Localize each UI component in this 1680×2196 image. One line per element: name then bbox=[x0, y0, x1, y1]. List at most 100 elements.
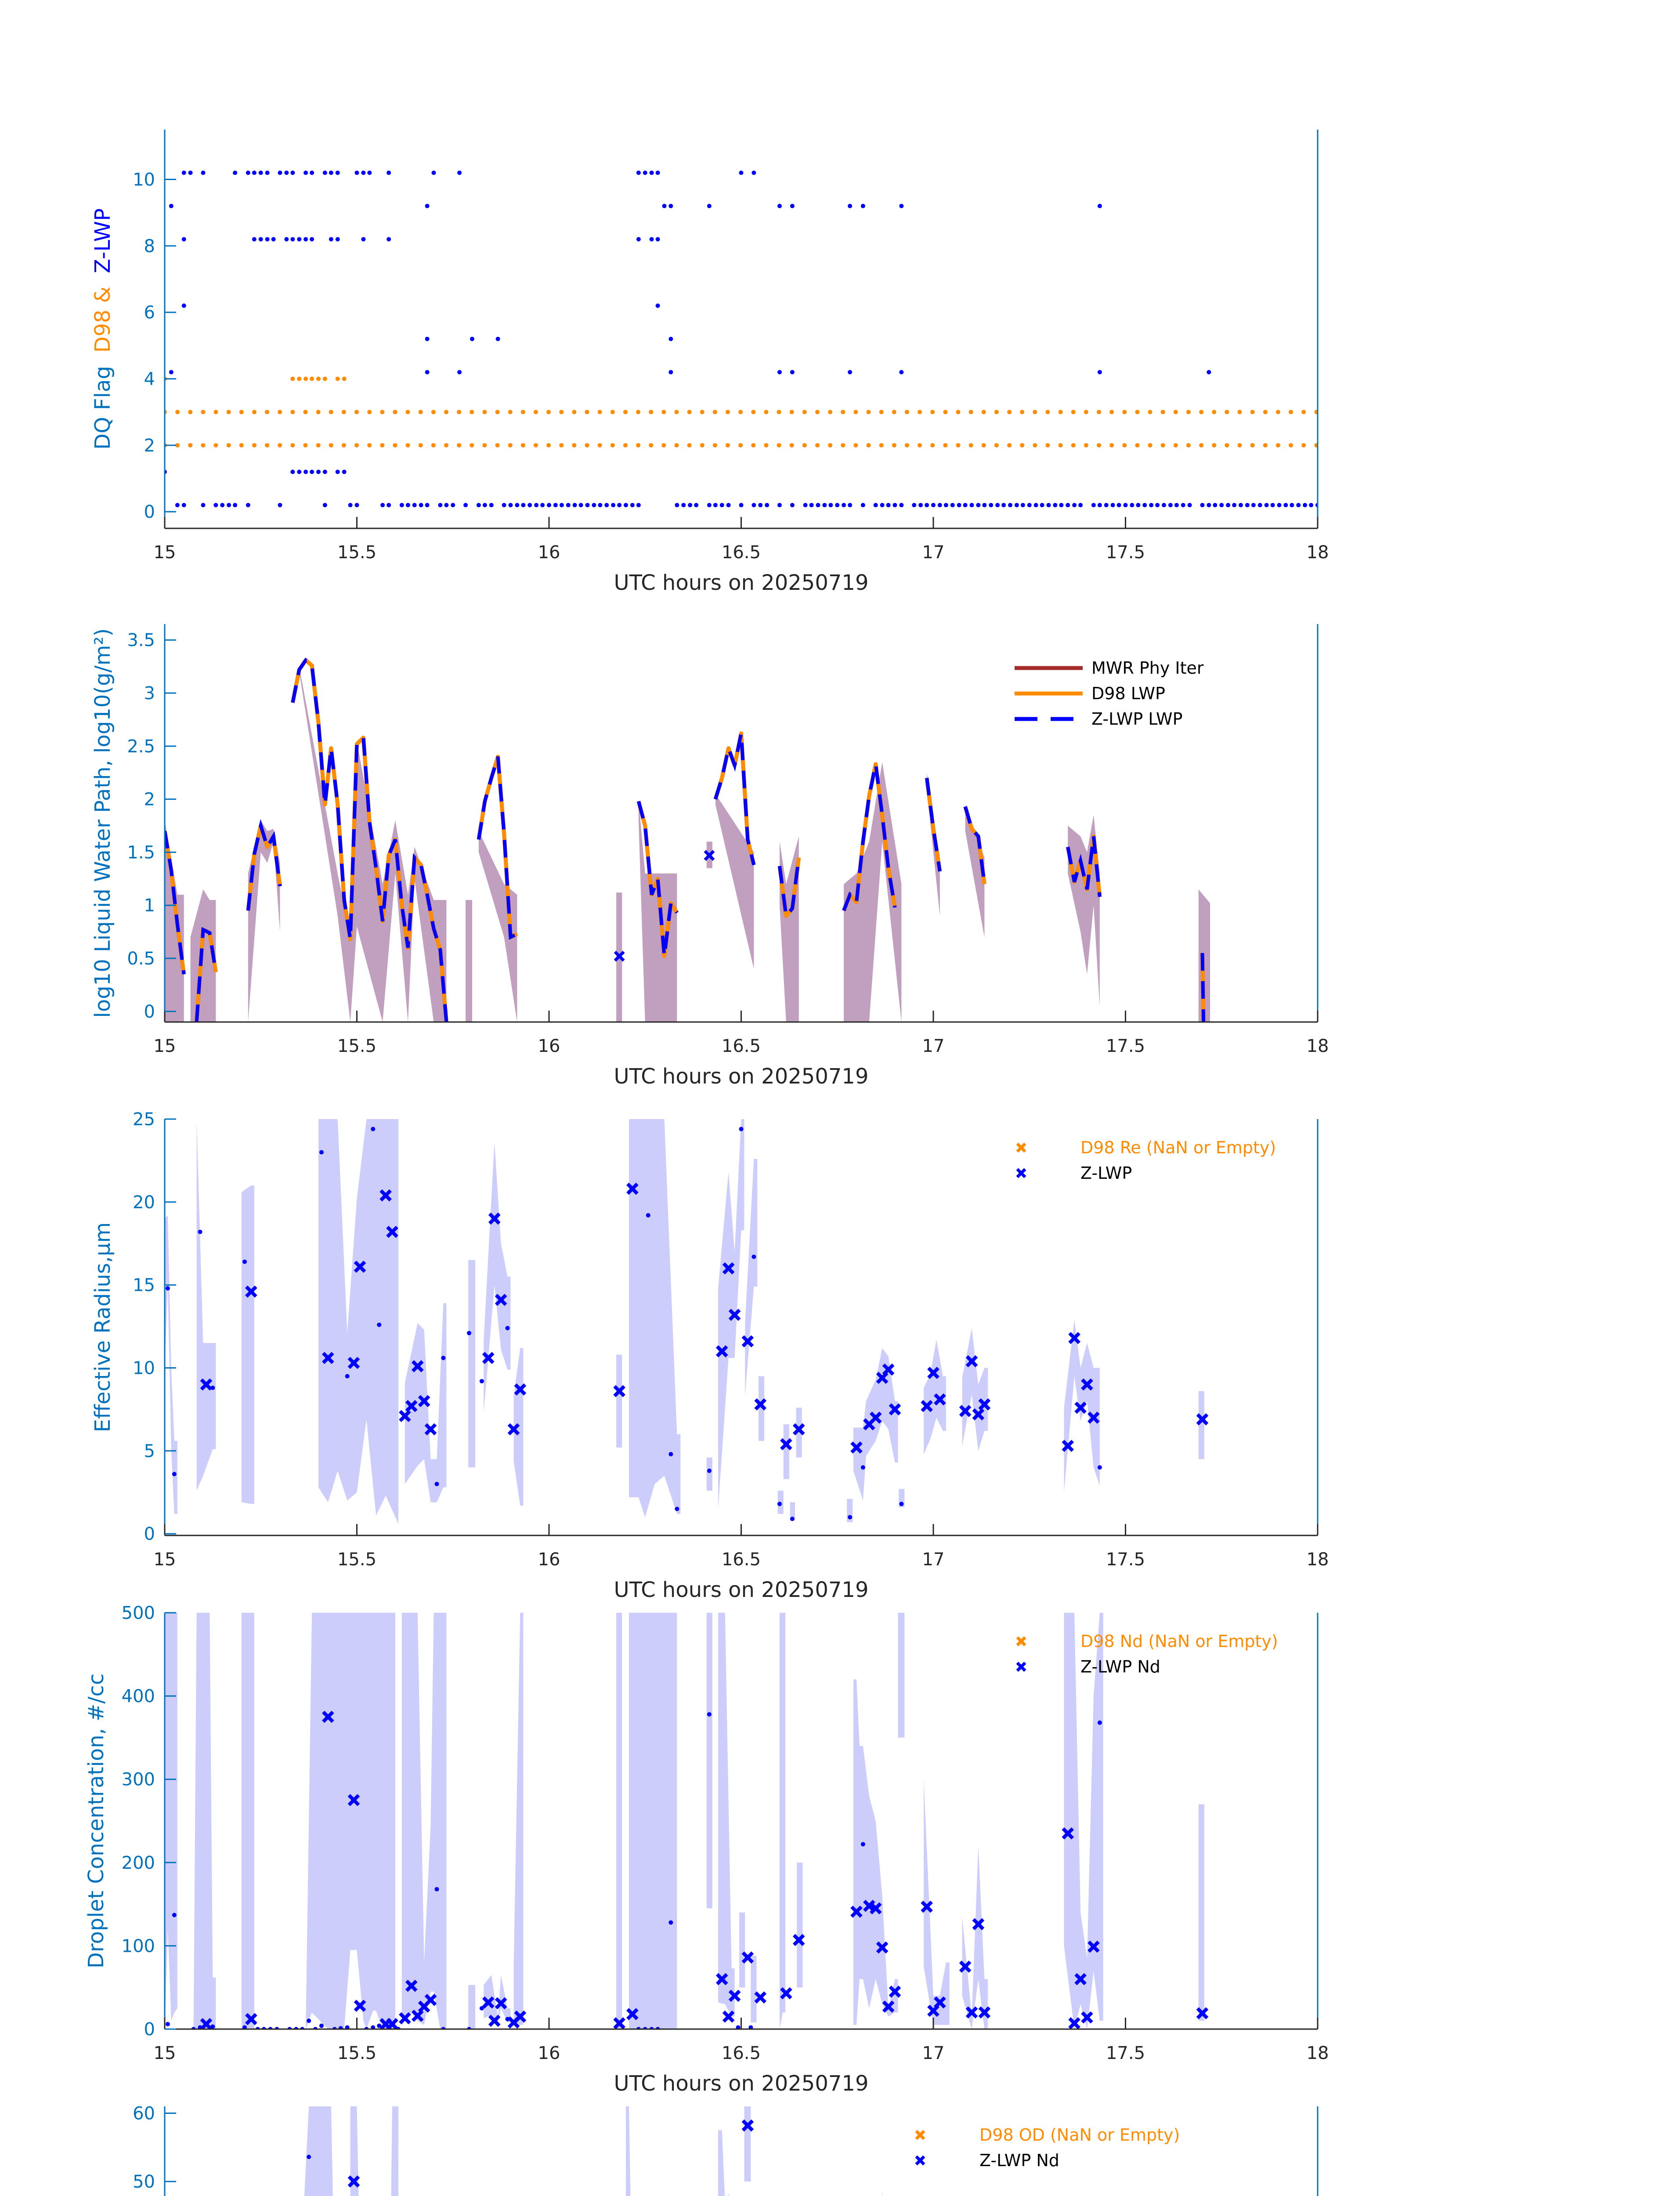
x-tick-label: 15 bbox=[154, 1549, 176, 1570]
dq-point bbox=[1263, 410, 1268, 415]
uncertainty-band bbox=[165, 1215, 177, 1514]
dq-point bbox=[278, 503, 282, 508]
uncertainty-band bbox=[718, 1119, 744, 1509]
dq-point bbox=[1212, 410, 1217, 415]
legend-label: Z-LWP LWP bbox=[1091, 709, 1183, 729]
dq-point bbox=[233, 503, 238, 508]
dq-point bbox=[566, 503, 571, 508]
y-axis-label: DQ Flag D98 & Z-LWP bbox=[90, 208, 115, 450]
uncertainty-band bbox=[751, 1956, 757, 2023]
dq-point bbox=[930, 443, 935, 448]
dq-point bbox=[675, 503, 679, 508]
dq-point bbox=[515, 503, 520, 508]
dq-point bbox=[559, 410, 564, 415]
x-tick-label: 17.5 bbox=[1106, 542, 1145, 563]
legend-label: Z-LWP Nd bbox=[1080, 1657, 1160, 1676]
uncertainty-band bbox=[924, 1340, 946, 1454]
dq-point bbox=[495, 410, 500, 415]
zlwp-dot bbox=[377, 1322, 382, 1327]
dq-point bbox=[1186, 443, 1191, 448]
dq-point bbox=[1199, 443, 1204, 448]
dq-point bbox=[425, 503, 430, 508]
x-tick-label: 18 bbox=[1307, 1036, 1329, 1056]
dq-point bbox=[227, 503, 231, 508]
x-tick-label: 16.5 bbox=[722, 2043, 761, 2063]
zlwp-x-marker bbox=[850, 1441, 863, 1454]
dq-point bbox=[572, 503, 577, 508]
zlwp-x-marker bbox=[722, 2010, 735, 2023]
dq-point bbox=[1072, 503, 1077, 508]
dq-point bbox=[405, 503, 410, 508]
dq-point bbox=[694, 503, 699, 508]
dq-point bbox=[1008, 503, 1012, 508]
legend-label: D98 Re (NaN or Empty) bbox=[1080, 1138, 1276, 1157]
dq-point bbox=[1212, 443, 1217, 448]
dq-point bbox=[1160, 410, 1165, 415]
dq-point bbox=[1040, 503, 1044, 508]
dq-point bbox=[239, 443, 244, 448]
y-tick-label: 1 bbox=[144, 896, 155, 916]
zlwp-x-marker bbox=[613, 1385, 625, 1398]
dq-point bbox=[329, 410, 333, 415]
zlwp-x-marker bbox=[495, 1997, 507, 2010]
x-tick-label: 17 bbox=[922, 542, 945, 563]
dq-point bbox=[1071, 443, 1076, 448]
dq-point bbox=[598, 503, 603, 508]
dq-point bbox=[431, 443, 436, 448]
dq-point bbox=[943, 503, 948, 508]
y-axis-label-part: D98 & bbox=[90, 286, 115, 353]
dq-point bbox=[969, 503, 974, 508]
dq-point bbox=[181, 503, 186, 508]
x-tick-label: 15.5 bbox=[337, 1549, 376, 1570]
dq-point bbox=[931, 503, 936, 508]
dq-point bbox=[470, 336, 474, 341]
dq-point bbox=[489, 503, 494, 508]
dq-point bbox=[502, 503, 506, 508]
zlwp-x-marker bbox=[978, 2006, 991, 2019]
y-tick-label: 0 bbox=[144, 502, 155, 522]
zlwp-x-marker bbox=[722, 1262, 735, 1275]
zlwp-x-marker bbox=[405, 1400, 418, 1412]
lwp-single-marker bbox=[614, 950, 625, 962]
y-tick-label: 0 bbox=[144, 1524, 155, 1544]
legend-marker bbox=[915, 2130, 925, 2140]
dq-point bbox=[655, 237, 660, 242]
dq-point bbox=[1123, 503, 1128, 508]
dq-point bbox=[252, 410, 257, 415]
zlwp-dot bbox=[172, 1472, 177, 1477]
dq-point bbox=[393, 443, 397, 448]
dq-point bbox=[1207, 503, 1211, 508]
uncertainty-band bbox=[165, 1613, 177, 2029]
dq-point bbox=[707, 503, 712, 508]
uncertainty-band bbox=[466, 900, 472, 1022]
dq-point bbox=[290, 470, 295, 474]
dq-point bbox=[790, 370, 795, 375]
zlwp-lwp-line bbox=[1200, 953, 1206, 1022]
dq-point bbox=[290, 237, 295, 242]
zlwp-x-marker bbox=[715, 1973, 728, 1986]
dq-point bbox=[508, 410, 513, 415]
dq-point bbox=[1045, 443, 1050, 448]
dq-point bbox=[322, 470, 327, 474]
zlwp-dot bbox=[707, 1468, 712, 1473]
dq-point bbox=[495, 336, 500, 341]
uncertainty-band bbox=[1198, 1804, 1204, 2021]
dq-point bbox=[816, 503, 820, 508]
dq-point bbox=[1122, 410, 1127, 415]
dq-point bbox=[316, 376, 321, 381]
zlwp-x-marker bbox=[978, 1398, 991, 1411]
zlwp-x-marker bbox=[1068, 2017, 1080, 2029]
dq-point bbox=[989, 503, 994, 508]
dq-point bbox=[668, 370, 673, 375]
dq-point bbox=[777, 410, 781, 415]
dq-point bbox=[803, 503, 808, 508]
dq-point bbox=[540, 503, 545, 508]
zlwp-dot bbox=[777, 1502, 782, 1506]
dq-point bbox=[848, 204, 853, 209]
dq-point bbox=[572, 443, 577, 448]
dq-point bbox=[201, 410, 206, 415]
zlwp-dot bbox=[172, 1913, 177, 1918]
zlwp-lwp-line bbox=[165, 831, 186, 975]
zlwp-dot bbox=[1097, 1465, 1102, 1470]
